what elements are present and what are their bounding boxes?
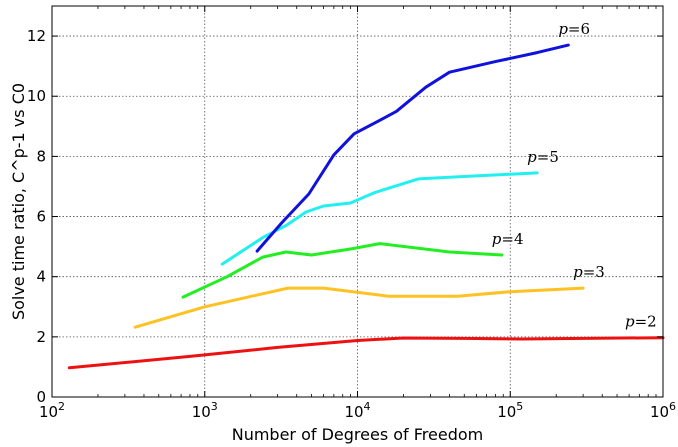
axis-ticks: 102 103 104 105 106 0 2 4 6 8 10 12: [27, 6, 676, 421]
x-tick-label: 105: [497, 400, 523, 421]
y-tick-label: 4: [36, 268, 46, 286]
x-tick-label: 103: [192, 400, 218, 421]
series-label: p=5: [527, 148, 559, 166]
grid: [52, 6, 663, 397]
y-tick-label: 0: [36, 388, 46, 406]
series-line: [67, 336, 665, 370]
x-tick-label: 104: [344, 400, 370, 421]
series-label: p=2: [625, 313, 657, 331]
series-label: p=3: [573, 263, 605, 281]
series-line: [181, 242, 504, 299]
series-label: p=6: [558, 20, 590, 38]
y-tick-label: 10: [27, 87, 46, 105]
series-lines: [67, 43, 665, 370]
y-tick-label: 12: [27, 27, 46, 45]
series-line: [255, 43, 570, 253]
y-axis-label: Solve time ratio, C^p-1 vs C0: [9, 83, 28, 320]
y-tick-label: 2: [36, 328, 46, 346]
x-tick-label: 102: [39, 400, 65, 421]
series-label: p=4: [492, 230, 524, 248]
x-tick-label: 106: [650, 400, 676, 421]
series-labels: p=2 p=3 p=4 p=5 p=6: [492, 20, 657, 331]
series-line: [133, 286, 585, 329]
x-axis-label: Number of Degrees of Freedom: [232, 425, 484, 444]
y-tick-label: 6: [36, 208, 46, 226]
y-tick-label: 8: [36, 147, 46, 165]
